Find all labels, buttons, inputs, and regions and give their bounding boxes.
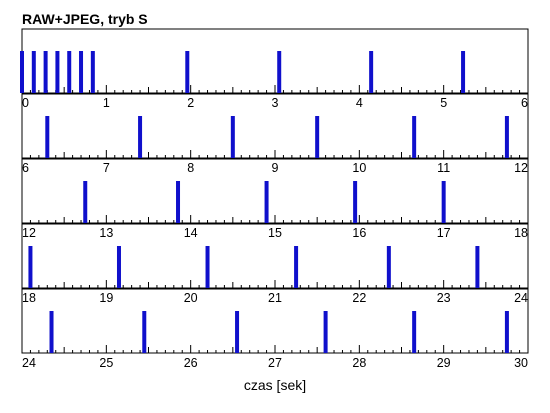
tick-label: 11 xyxy=(437,161,450,175)
event-bar xyxy=(412,311,417,353)
event-bar xyxy=(142,311,147,353)
event-bar xyxy=(20,51,24,93)
event-bar xyxy=(353,181,358,223)
tick-label: 5 xyxy=(440,96,447,110)
tick-label: 14 xyxy=(184,226,198,240)
tick-label: 25 xyxy=(99,356,113,370)
event-bar xyxy=(90,51,95,93)
tick-label: 3 xyxy=(272,96,279,110)
event-bar xyxy=(176,181,181,223)
event-bar xyxy=(461,51,466,93)
tick-label: 12 xyxy=(22,226,36,240)
tick-label: 22 xyxy=(352,291,366,305)
event-bar xyxy=(323,311,328,353)
event-bar xyxy=(386,246,391,288)
event-bar xyxy=(504,116,509,158)
tick-label: 8 xyxy=(187,161,194,175)
event-bar xyxy=(67,51,72,93)
tick-label: 6 xyxy=(22,161,29,175)
event-bar xyxy=(235,311,240,353)
event-bar xyxy=(475,246,480,288)
event-bar xyxy=(116,246,121,288)
event-bar xyxy=(441,181,446,223)
event-bar xyxy=(79,51,84,93)
event-bar xyxy=(28,246,33,288)
tick-label: 15 xyxy=(268,226,282,240)
tick-label: 24 xyxy=(22,356,36,370)
event-bar xyxy=(31,51,36,93)
x-axis-label: czas [sek] xyxy=(244,377,306,393)
timeline-row: 6 7 8 9 10 11 12 xyxy=(21,93,529,175)
event-bar xyxy=(49,311,54,353)
event-bar xyxy=(264,181,269,223)
event-bar xyxy=(412,116,417,158)
timeline-row: 0 1 2 3 4 5 6 xyxy=(20,28,529,110)
tick-label: 21 xyxy=(268,291,282,305)
tick-label: 4 xyxy=(356,96,363,110)
tick-label: 23 xyxy=(437,291,451,305)
event-bar xyxy=(294,246,299,288)
tick-label: 0 xyxy=(22,96,29,110)
event-bar xyxy=(83,181,88,223)
tick-label: 18 xyxy=(514,226,528,240)
tick-label: 19 xyxy=(99,291,113,305)
timeline-row: 24 25 26 27 28 29 30 xyxy=(21,288,529,370)
tick-label: 18 xyxy=(22,291,36,305)
event-bar xyxy=(55,51,60,93)
tick-label: 7 xyxy=(103,161,110,175)
tick-label: 2 xyxy=(187,96,194,110)
event-bar xyxy=(230,116,235,158)
tick-label: 17 xyxy=(437,226,451,240)
tick-label: 13 xyxy=(99,226,113,240)
tick-label: 24 xyxy=(514,291,528,305)
tick-label: 27 xyxy=(268,356,282,370)
event-bar xyxy=(43,51,48,93)
event-bar xyxy=(205,246,210,288)
timeline-row: 18 19 20 21 22 23 24 xyxy=(21,223,529,305)
tick-label: 16 xyxy=(352,226,366,240)
tick-label: 29 xyxy=(437,356,451,370)
event-bar xyxy=(185,51,190,93)
tick-label: 28 xyxy=(352,356,366,370)
timeline-row: 12 13 14 15 16 17 18 xyxy=(21,158,529,240)
chart-title: RAW+JPEG, tryb S xyxy=(22,11,148,27)
tick-label: 26 xyxy=(184,356,198,370)
tick-label: 9 xyxy=(272,161,279,175)
event-bar xyxy=(138,116,143,158)
tick-label: 6 xyxy=(521,96,528,110)
tick-label: 30 xyxy=(514,356,528,370)
tick-label: 20 xyxy=(184,291,198,305)
tick-label: 12 xyxy=(514,161,528,175)
event-bar xyxy=(504,311,509,353)
event-bar xyxy=(315,116,320,158)
tick-label: 1 xyxy=(103,96,110,110)
event-bar xyxy=(277,51,282,93)
event-bar xyxy=(45,116,50,158)
tick-label: 10 xyxy=(352,161,366,175)
row-frame xyxy=(21,28,529,94)
event-bar xyxy=(369,51,374,93)
